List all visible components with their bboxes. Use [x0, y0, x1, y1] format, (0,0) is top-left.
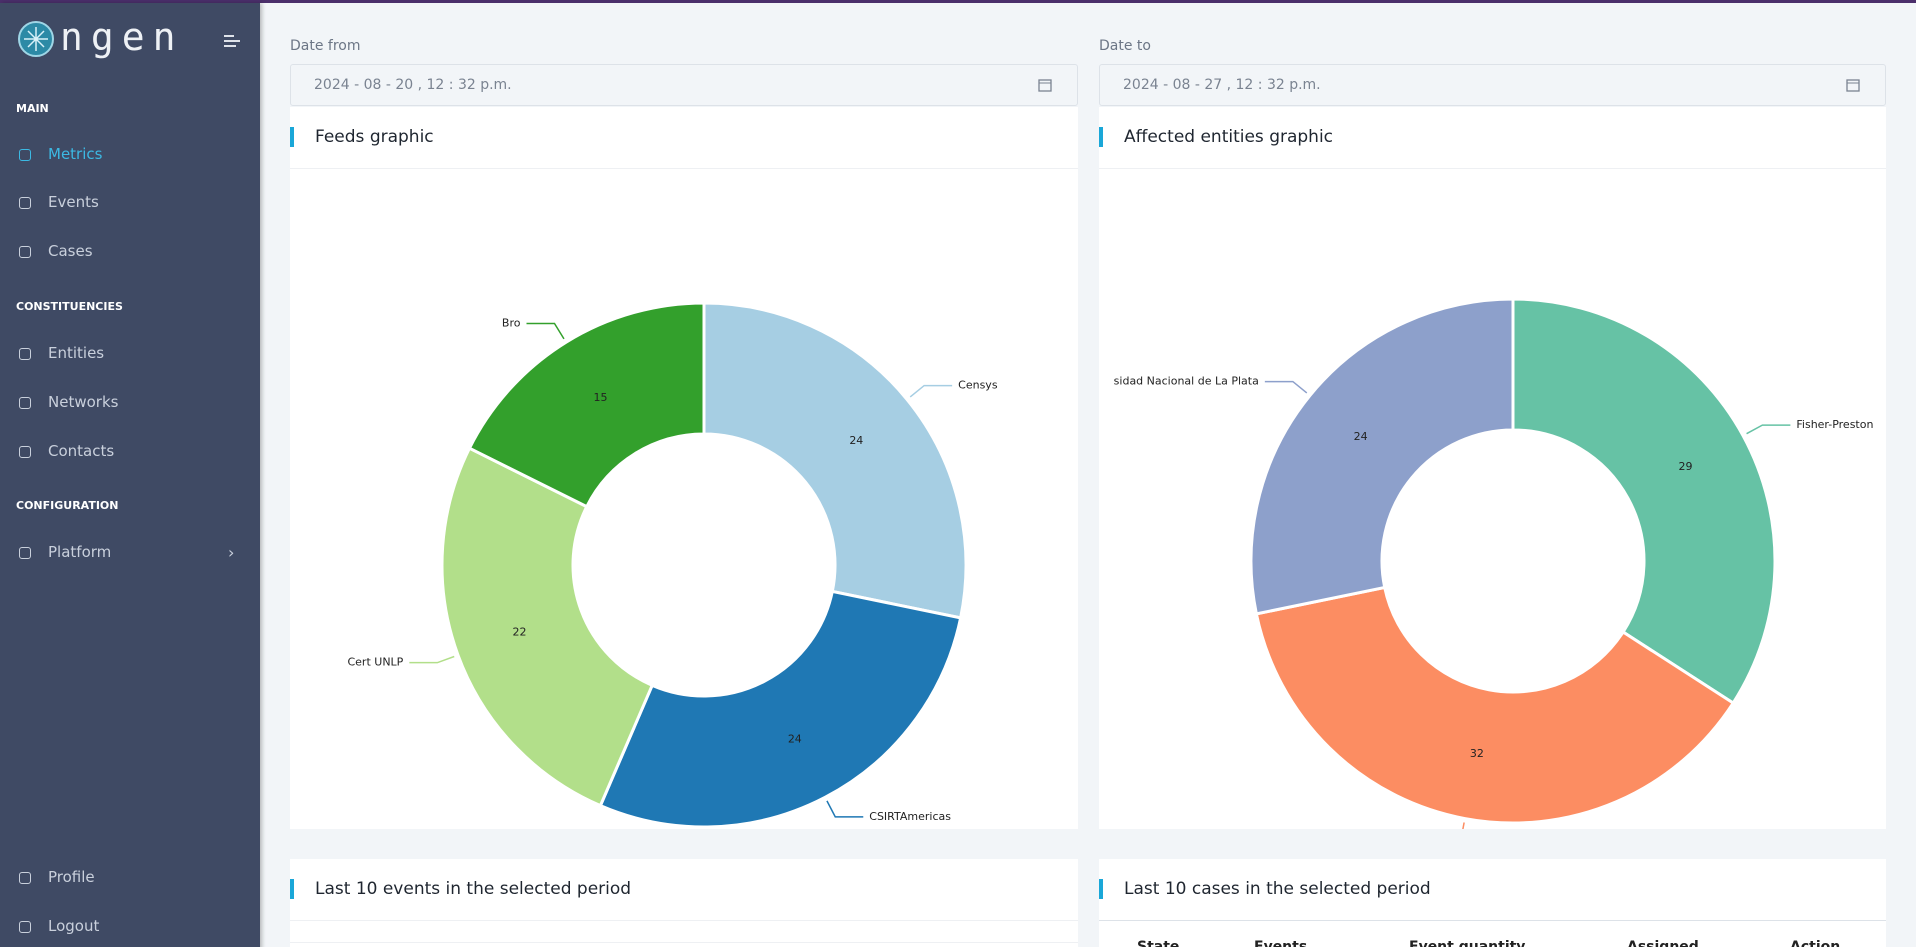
pie-slice — [1511, 297, 1777, 706]
table-header: Event quantity — [1409, 939, 1526, 947]
accent — [290, 879, 294, 899]
separator — [290, 168, 1078, 169]
events-card: Last 10 events in the selected period — [290, 859, 1078, 947]
value-label: 15 — [594, 391, 608, 404]
nav-item[interactable]: Cases — [48, 242, 93, 260]
section-title: CONSTITUENCIES — [16, 300, 123, 313]
nav-item[interactable]: Events — [48, 193, 99, 211]
panel-title: Last 10 cases in the selected period — [1124, 879, 1431, 899]
calendar-icon[interactable] — [1845, 77, 1861, 93]
table-header: Events — [1254, 939, 1308, 947]
chevron: › — [228, 543, 235, 562]
accent — [290, 127, 294, 147]
chart: 24 Censys 24 CSIRTAmericas 22 Cert UNLP 15 Bro — [347, 301, 998, 829]
logo-text: ngen — [60, 15, 184, 59]
value-label: 22 — [512, 626, 526, 639]
nav-item[interactable]: Metrics — [48, 145, 103, 163]
table-header: State — [1137, 939, 1180, 947]
pie-slice — [598, 589, 963, 829]
section-title: CONFIGURATION — [16, 499, 119, 512]
date-from-label: Date from — [290, 38, 361, 54]
accent — [1099, 127, 1103, 147]
nav-icon — [19, 246, 31, 258]
nav-icon — [19, 921, 31, 933]
leader-line — [409, 655, 455, 664]
nav-item[interactable]: Platform — [48, 543, 112, 561]
pie-slice — [702, 301, 968, 620]
slice-label: CSIRTAmericas — [869, 810, 951, 823]
nav-icon — [19, 149, 31, 161]
value-label: 24 — [788, 732, 802, 745]
value-label: 24 — [1354, 430, 1368, 443]
nav-icon — [19, 397, 31, 409]
table-header: Action — [1790, 939, 1841, 947]
logo-icon — [18, 21, 54, 57]
leader-line — [1462, 822, 1465, 829]
date-from-input[interactable]: 2024 - 08 - 20 , 12 : 32 p.m. — [290, 64, 1078, 106]
nav-item[interactable]: Logout — [48, 917, 100, 935]
chart-title: Feeds graphic — [315, 127, 434, 147]
leader-line — [1746, 424, 1791, 435]
entities-card: Affected entities graphic 29 Fisher-Presto… — [1099, 107, 1886, 829]
nav-item[interactable]: Entities — [48, 344, 105, 362]
pie-slice — [467, 301, 706, 509]
menu-toggle[interactable] — [222, 33, 242, 49]
separator — [1099, 920, 1886, 921]
date-to-label: Date to — [1099, 38, 1151, 54]
leader-line — [826, 800, 864, 818]
sidebar: ngen MAIN Metrics Events Cases CONSTITUENCIE… — [0, 3, 260, 947]
slice-label: Fisher-Preston — [1796, 418, 1873, 431]
pie-slice — [440, 446, 655, 808]
nav-item[interactable]: Profile — [48, 868, 95, 886]
nav-item[interactable]: Contacts — [48, 442, 115, 460]
table-header: Assigned — [1627, 939, 1699, 947]
calendar-icon[interactable] — [1037, 77, 1053, 93]
feeds-card: Feeds graphic 24 Censys 24 CSIRTAmericas 22 Ce… — [290, 107, 1078, 829]
separator — [290, 920, 1078, 921]
nav-icon — [19, 547, 31, 559]
nav-icon — [19, 197, 31, 209]
slice-label: Cert UNLP — [347, 656, 403, 669]
nav-icon — [19, 872, 31, 884]
value-label: 29 — [1679, 460, 1693, 473]
slice-label: sidad Nacional de La Plata — [1114, 375, 1259, 388]
leader-line — [526, 322, 565, 340]
slice-label: Censys — [958, 379, 998, 392]
chart-title: Affected entities graphic — [1124, 127, 1334, 147]
section-title: MAIN — [16, 102, 49, 115]
pie-slice — [1249, 297, 1515, 616]
cases-card: Last 10 cases in the selected period Sta… — [1099, 859, 1886, 947]
value-label: 24 — [849, 434, 863, 447]
nav-item[interactable]: Networks — [48, 393, 119, 411]
leader-line — [1264, 380, 1308, 394]
panel-title: Last 10 events in the selected period — [315, 879, 632, 899]
value-label: 32 — [1470, 747, 1484, 760]
separator — [290, 942, 1078, 943]
date-to-input[interactable]: 2024 - 08 - 27 , 12 : 32 p.m. — [1099, 64, 1886, 106]
separator — [1099, 168, 1886, 169]
leader-line — [909, 384, 953, 398]
accent — [1099, 879, 1103, 899]
nav-icon — [19, 446, 31, 458]
slice-label: Bro — [502, 317, 521, 330]
pie-slice — [1254, 585, 1736, 825]
nav-icon — [19, 348, 31, 360]
